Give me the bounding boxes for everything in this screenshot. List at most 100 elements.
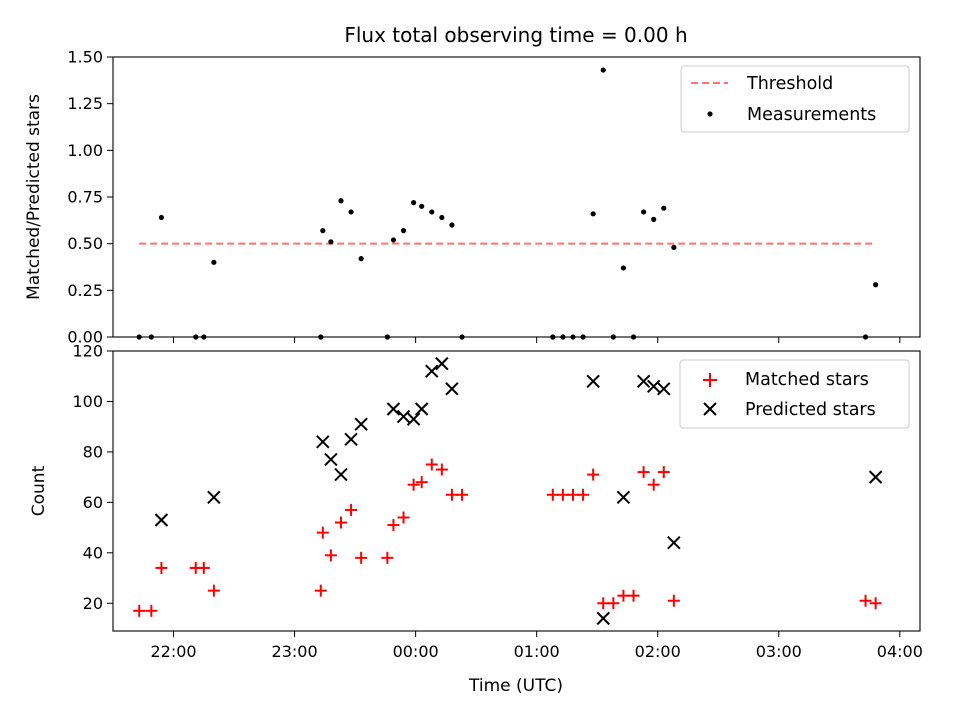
measurement-point bbox=[358, 256, 364, 262]
measurement-point bbox=[400, 228, 407, 234]
predicted-star-point bbox=[396, 409, 411, 424]
matched-star-point bbox=[314, 584, 327, 597]
matched-star-point bbox=[381, 551, 394, 564]
matched-star-point bbox=[445, 488, 458, 501]
measurement-point bbox=[211, 259, 217, 265]
matched-star-point bbox=[334, 516, 347, 529]
matched-star-point bbox=[197, 561, 210, 574]
matched-star-point bbox=[425, 458, 438, 471]
matched-star-point bbox=[647, 478, 660, 491]
measurement-point bbox=[641, 209, 647, 215]
predicted-star-point bbox=[646, 379, 661, 394]
predicted-star-point bbox=[324, 452, 338, 467]
measurements-legend-label: Measurements bbox=[747, 105, 876, 125]
bottom-x-ticks: 22:00 23:00 00:00 01:00 02:00 03:00 04:00 bbox=[150, 631, 923, 661]
measurement-point bbox=[419, 203, 425, 209]
top-y-tick-label: 0.25 bbox=[67, 281, 103, 300]
measurement-point bbox=[620, 265, 627, 271]
matched-star-point bbox=[387, 519, 400, 532]
matched-star-point bbox=[607, 597, 620, 610]
top-y-ticks: 0.00 0.25 0.50 0.75 1.00 1.25 1.50 bbox=[67, 48, 113, 347]
matched-star-point bbox=[397, 511, 410, 524]
figure-title: Flux total observing time = 0.00 h bbox=[344, 23, 687, 47]
bottom-y-tick-label: 20 bbox=[83, 594, 103, 613]
matched-star-point bbox=[667, 594, 680, 607]
measurement-point bbox=[671, 244, 677, 250]
measurement-point bbox=[661, 205, 667, 211]
bottom-y-tick-label: 60 bbox=[83, 493, 103, 512]
matched-star-point bbox=[577, 488, 590, 501]
top-y-tick-label: 1.00 bbox=[67, 141, 103, 160]
matched-legend-swatch bbox=[703, 373, 717, 387]
matched-star-point bbox=[617, 589, 630, 602]
measurement-point bbox=[328, 239, 334, 245]
top-legend: Threshold Measurements bbox=[680, 65, 910, 133]
measurement-point bbox=[449, 222, 455, 228]
matched-star-point bbox=[566, 488, 579, 501]
predicted-star-point bbox=[207, 490, 221, 505]
matched-star-point bbox=[324, 549, 337, 562]
bottom-y-axis-label: Count bbox=[29, 465, 49, 516]
x-tick-label: 00:00 bbox=[393, 642, 439, 661]
bottom-axes-frame bbox=[112, 350, 921, 632]
top-y-tick-label: 0.75 bbox=[67, 188, 103, 207]
bottom-legend-box bbox=[679, 359, 910, 429]
top-y-tick-label: 1.50 bbox=[67, 48, 103, 67]
matched-star-point bbox=[207, 584, 220, 597]
matched-star-point bbox=[637, 466, 650, 479]
x-tick-label: 23:00 bbox=[272, 642, 318, 661]
x-tick-label: 01:00 bbox=[514, 642, 560, 661]
top-panel: 0.00 0.25 0.50 0.75 1.00 1.25 1.50 Matched/Pre… bbox=[24, 48, 921, 347]
predicted-star-point bbox=[386, 402, 401, 416]
measurement-point bbox=[348, 209, 354, 215]
predicted-star-point bbox=[334, 467, 348, 482]
predicted-star-point bbox=[445, 382, 459, 396]
predicted-star-point bbox=[316, 435, 330, 449]
matched-star-point bbox=[435, 463, 448, 476]
top-y-tick-label: 0.50 bbox=[67, 234, 103, 253]
matched-star-point bbox=[155, 561, 168, 574]
measurement-point bbox=[651, 216, 657, 222]
measurement-point bbox=[439, 214, 445, 221]
predicted-star-point bbox=[406, 412, 421, 426]
x-tick-label: 04:00 bbox=[877, 642, 923, 661]
predicted-star-point bbox=[596, 611, 610, 626]
matched-star-point bbox=[597, 597, 610, 610]
predicted-star-point bbox=[657, 382, 671, 396]
x-tick-label: 03:00 bbox=[756, 642, 802, 661]
predicted-star-point bbox=[616, 490, 631, 505]
measurement-point bbox=[429, 209, 435, 215]
bottom-y-ticks: 20 40 60 80 100 120 bbox=[72, 342, 113, 613]
predicted-star-point bbox=[414, 402, 429, 416]
matched-star-point bbox=[859, 594, 872, 607]
matched-star-point bbox=[869, 597, 882, 610]
predicted-star-point bbox=[435, 356, 449, 371]
predicted-legend-swatch bbox=[703, 402, 717, 416]
matched-star-point bbox=[657, 466, 670, 479]
bottom-y-tick-label: 40 bbox=[83, 543, 103, 562]
matched-star-point bbox=[546, 488, 559, 501]
x-axis-label: Time (UTC) bbox=[468, 676, 563, 696]
measurement-point bbox=[338, 198, 344, 204]
top-legend-box bbox=[680, 65, 910, 133]
measurements-legend-swatch bbox=[707, 111, 713, 117]
predicted-star-point bbox=[425, 364, 439, 378]
matched-star-point bbox=[133, 604, 146, 617]
predicted-star-point bbox=[344, 432, 358, 446]
bottom-panel: 20 40 60 80 100 120 22:00 23:00 00:00 01:00 02:00… bbox=[29, 342, 923, 697]
bottom-marks bbox=[133, 356, 883, 626]
predicted-star-point bbox=[586, 374, 600, 388]
measurement-point bbox=[320, 228, 326, 234]
matched-star-point bbox=[456, 488, 469, 501]
matched-star-point bbox=[345, 503, 358, 516]
top-y-axis-label: Matched/Predicted stars bbox=[24, 94, 44, 300]
predicted-star-point bbox=[636, 374, 651, 388]
measurement-point bbox=[873, 282, 879, 288]
matched-legend-label: Matched stars bbox=[745, 370, 869, 390]
measurement-point bbox=[600, 67, 606, 73]
bottom-y-tick-label: 120 bbox=[72, 342, 103, 361]
matched-star-point bbox=[627, 589, 640, 602]
bottom-y-tick-label: 80 bbox=[83, 442, 103, 461]
matched-star-point bbox=[415, 476, 428, 489]
measurement-point bbox=[158, 214, 165, 221]
